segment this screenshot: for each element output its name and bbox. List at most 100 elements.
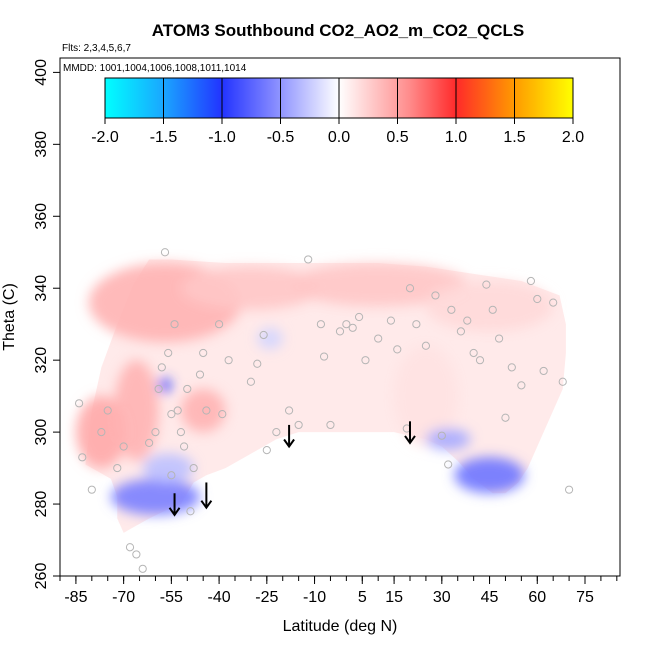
field-patch <box>114 360 159 461</box>
observation-point <box>405 284 415 293</box>
arrow-head <box>404 435 416 445</box>
flights-text: Flts: 2,3,4,5,6,7 <box>62 43 131 54</box>
observation-point <box>138 564 147 573</box>
observation-point <box>119 442 128 451</box>
observation-point <box>507 363 516 372</box>
observation-point <box>501 413 510 422</box>
colorbar-tick-label: 0.5 <box>386 129 408 146</box>
observation-point <box>475 356 485 365</box>
colorbar-tick-label: -1.0 <box>208 129 236 146</box>
y-tick-label: 380 <box>33 131 50 158</box>
observation-point <box>361 356 370 365</box>
observation-point <box>526 276 536 286</box>
observation-point <box>246 377 256 386</box>
x-tick-label: 15 <box>385 589 403 606</box>
observation-point <box>74 399 84 408</box>
y-tick-label: 280 <box>33 491 50 518</box>
observation-point <box>294 420 303 430</box>
observation-point <box>444 460 453 469</box>
x-tick-label: 60 <box>528 589 546 606</box>
colorbar-tick-label: 1.5 <box>503 129 525 146</box>
y-tick-label: 360 <box>33 203 50 230</box>
observation-point <box>189 463 198 473</box>
observation-point <box>259 330 268 340</box>
observation-point <box>154 384 163 394</box>
observation-point <box>374 334 383 343</box>
observation-point <box>354 312 364 322</box>
colorbar-tick-label: 1.0 <box>445 129 467 146</box>
observation-point <box>218 410 227 419</box>
y-tick-label: 340 <box>33 275 50 302</box>
observation-point <box>319 352 329 361</box>
colorbar: -2.0 -1.5 -1.0 -0.5 0.0 0.5 1.0 1.5 2.0 <box>91 77 584 146</box>
x-tick-label: 30 <box>433 589 451 606</box>
field-patch <box>257 327 283 350</box>
y-axis-label: Theta (C) <box>1 283 18 351</box>
observation-point <box>97 428 106 437</box>
observation-point <box>164 348 173 358</box>
observation-point <box>431 291 440 300</box>
observation-point <box>342 320 351 329</box>
observation-point <box>113 463 122 473</box>
y-tick-label: 320 <box>33 347 50 374</box>
observation-point <box>463 316 472 325</box>
x-tick-label: -10 <box>303 589 326 606</box>
arrow-head <box>283 438 295 449</box>
observation-point <box>195 370 205 379</box>
observation-point <box>125 543 135 552</box>
field-patch <box>180 266 321 310</box>
observation-point <box>170 320 179 329</box>
observation-point <box>214 320 224 329</box>
x-tick-label: -85 <box>64 589 87 606</box>
x-axis: -85 -70 -55 -40 -25 -10 5 15 30 45 60 75 <box>59 576 618 606</box>
field-patch <box>425 428 471 451</box>
observation-points <box>74 248 574 573</box>
observation-point <box>437 431 446 440</box>
observation-point <box>151 428 160 437</box>
field-patch <box>75 396 127 469</box>
colorbar-tick-label: 2.0 <box>562 129 584 146</box>
observation-point <box>284 406 294 415</box>
observation-point <box>421 341 431 350</box>
x-tick-label: 45 <box>481 589 499 606</box>
heatmap-field <box>75 259 566 533</box>
observation-point <box>326 420 335 430</box>
observation-point <box>173 406 182 415</box>
observation-point <box>157 363 166 372</box>
observation-point <box>87 485 96 494</box>
arrow-head <box>168 507 181 517</box>
observation-point <box>160 248 170 257</box>
observation-point <box>78 453 87 462</box>
plot-frame <box>59 57 621 577</box>
observation-point <box>304 255 313 264</box>
field-patch <box>110 478 200 515</box>
observation-point <box>335 327 345 336</box>
x-tick-label: -25 <box>255 589 278 606</box>
observation-point <box>253 359 262 368</box>
y-axis: 260 280 300 320 340 360 380 400 <box>33 59 60 589</box>
colorbar-tick-label: 0.0 <box>328 129 350 146</box>
observation-point <box>224 356 233 365</box>
annotation-arrows <box>168 421 416 517</box>
field-patch <box>142 453 194 483</box>
x-tick-label: -55 <box>160 589 183 606</box>
observation-point <box>549 298 558 307</box>
observation-point <box>348 323 357 332</box>
observation-point <box>179 442 189 451</box>
observation-point <box>262 445 271 455</box>
x-tick-label: 5 <box>358 589 367 606</box>
observation-point <box>316 320 326 329</box>
observation-point <box>564 485 574 494</box>
x-tick-label: -40 <box>208 589 231 606</box>
colorbar-ticks: -2.0 -1.5 -1.0 -0.5 0.0 0.5 1.0 1.5 2.0 <box>91 78 584 146</box>
y-tick-label: 260 <box>33 563 50 590</box>
observation-point <box>202 406 211 415</box>
x-tick-label: 75 <box>576 589 594 606</box>
observation-point <box>167 471 176 480</box>
chart-title: ATOM3 Southbound CO2_AO2_m_CO2_QCLS <box>152 21 524 40</box>
observation-point <box>103 406 112 415</box>
observation-point <box>469 348 478 358</box>
observation-point <box>494 334 504 343</box>
y-tick-label: 400 <box>33 59 50 86</box>
